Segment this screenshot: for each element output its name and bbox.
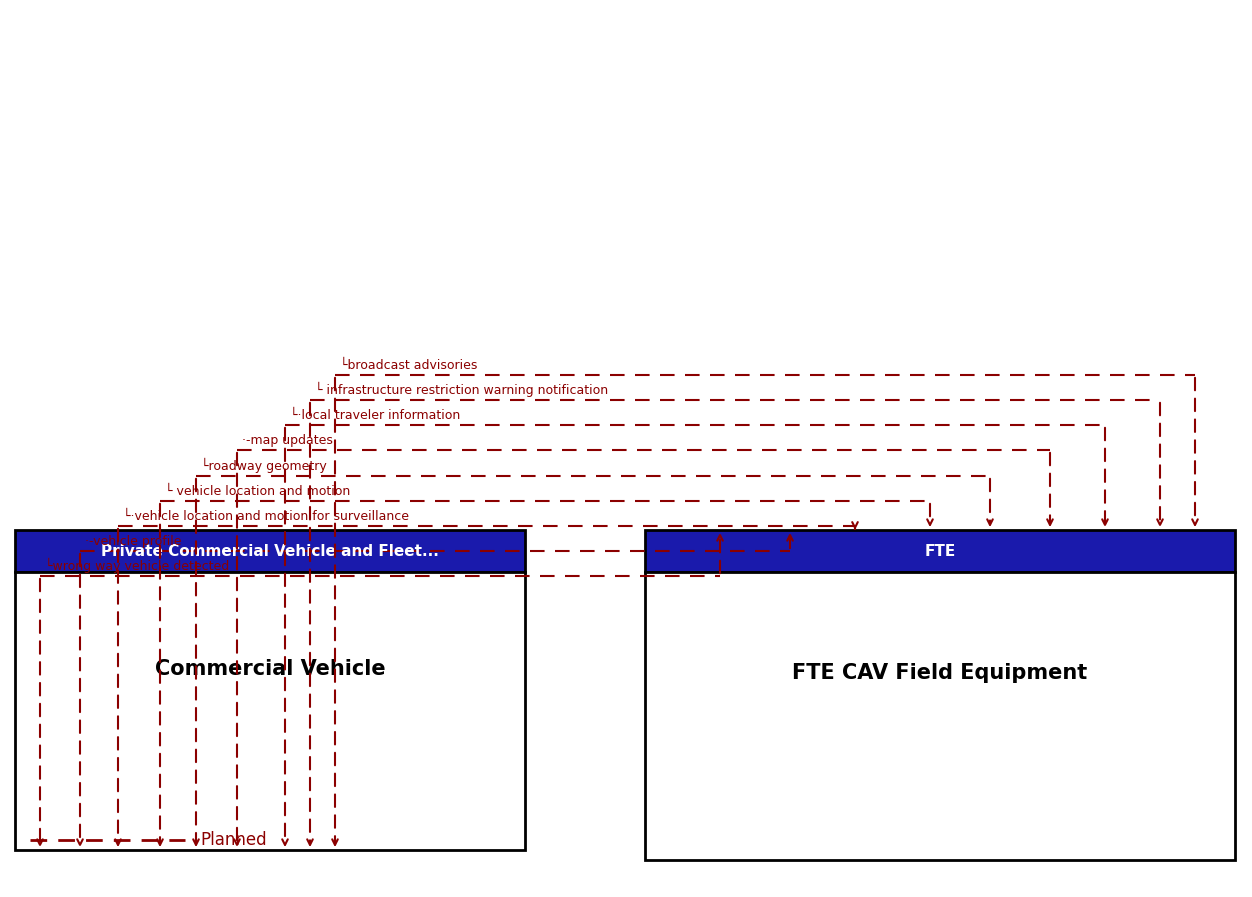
Text: Commercial Vehicle: Commercial Vehicle xyxy=(155,659,386,679)
Bar xyxy=(645,572,1234,860)
Bar xyxy=(645,530,1234,572)
Text: └broadcast advisories: └broadcast advisories xyxy=(341,359,477,372)
Text: FTE: FTE xyxy=(924,544,955,559)
Bar xyxy=(15,530,525,572)
Text: └wrong way vehicle detected: └wrong way vehicle detected xyxy=(45,558,229,573)
Text: └ infrastructure restriction warning notification: └ infrastructure restriction warning not… xyxy=(316,382,608,397)
Text: Private Commercial Vehicle and Fleet...: Private Commercial Vehicle and Fleet... xyxy=(101,544,439,559)
Text: ·‐vehicle profile: ·‐vehicle profile xyxy=(85,535,182,548)
Text: └roadway geometry: └roadway geometry xyxy=(202,457,327,473)
Text: FTE CAV Field Equipment: FTE CAV Field Equipment xyxy=(793,663,1088,683)
Text: Planned: Planned xyxy=(200,831,267,849)
Bar xyxy=(15,572,525,850)
Text: ·‐map updates: ·‐map updates xyxy=(242,434,333,447)
Text: └·vehicle location and motion for surveillance: └·vehicle location and motion for survei… xyxy=(123,510,409,523)
Text: └·local traveler information: └·local traveler information xyxy=(290,409,461,422)
Text: └ vehicle location and motion: └ vehicle location and motion xyxy=(165,485,351,498)
